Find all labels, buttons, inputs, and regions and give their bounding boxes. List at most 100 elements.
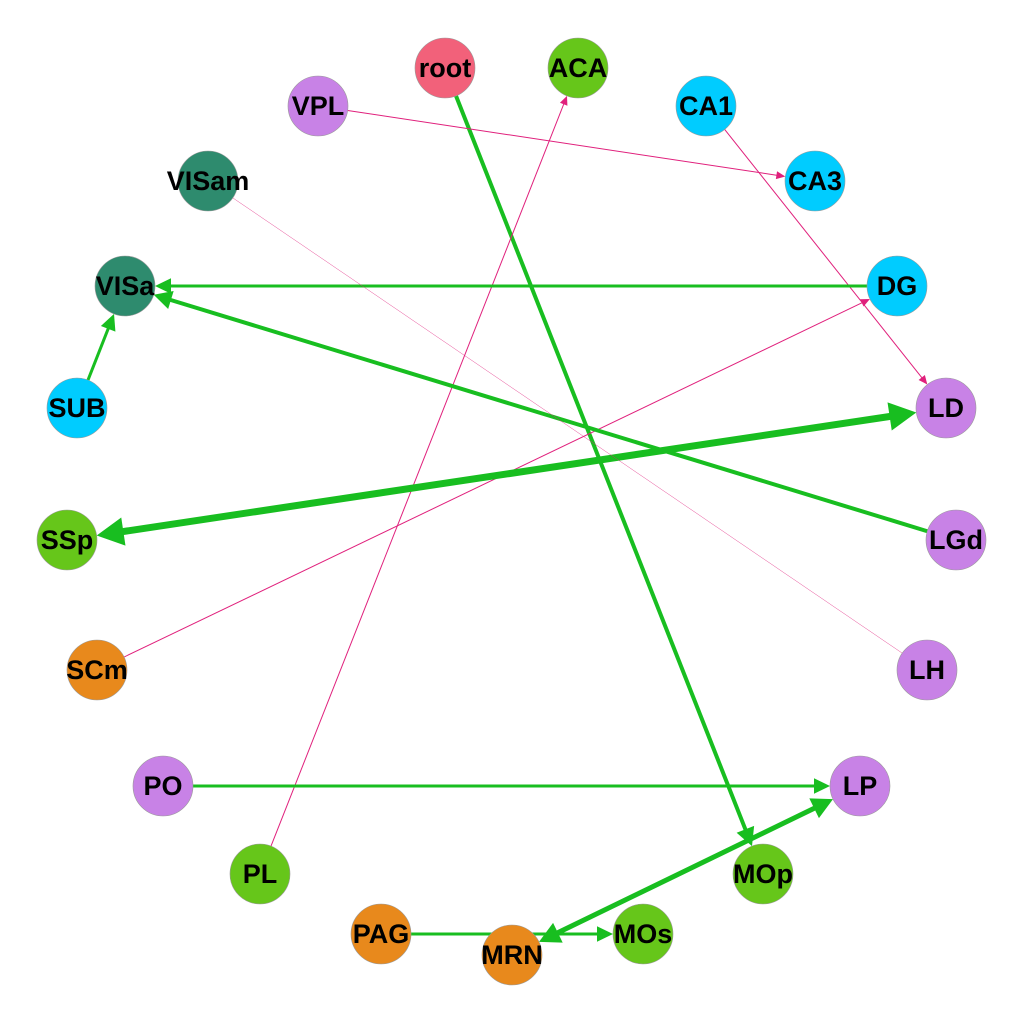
edge-SSp-LD [96,402,917,546]
arrowhead [597,926,613,942]
edge-LGd-VISa [153,291,928,534]
node-circle [350,903,412,965]
node-LGd: LGd [925,509,987,571]
node-circle [547,37,609,99]
edge-line [123,301,864,658]
node-circle [896,639,958,701]
arrowhead [153,291,174,310]
node-label: SCm [66,655,128,685]
arrowhead [860,298,870,307]
arrowhead [559,95,568,106]
node-SSp: SSp [36,509,98,571]
edge-line [232,197,903,654]
node-CA3: CA3 [784,150,846,212]
node-MRN: MRN [481,924,543,986]
node-PAG: PAG [350,903,412,965]
node-VPL: VPL [287,75,349,137]
node-CA1: CA1 [675,75,737,137]
node-SCm: SCm [66,639,128,701]
edge-line [553,804,819,937]
arrowhead [775,171,786,180]
node-MOp: MOp [732,843,794,905]
node-label: DG [877,271,918,301]
edge-line [454,95,749,834]
node-LD: LD [915,377,977,439]
node-circle [66,639,128,701]
node-circle [866,255,928,317]
node-circle [915,377,977,439]
node-label: VISam [167,166,250,196]
node-label: PL [243,859,278,889]
node-circle [925,509,987,571]
node-circle [287,75,349,137]
node-label: LH [909,655,945,685]
arrowhead [809,798,834,819]
edge-CA1-LD [724,129,928,385]
edge-DG-VISa [155,278,867,294]
node-label: CA3 [788,166,842,196]
node-VISa: VISa [94,255,156,317]
edge-line [724,129,924,380]
node-label: LP [843,771,878,801]
node-label: SUB [48,393,105,423]
node-PO: PO [132,755,194,817]
node-label: ACA [549,53,608,83]
arrowhead [814,778,830,794]
node-SUB: SUB [46,377,108,439]
arrowhead [100,313,116,332]
node-ACA: ACA [547,37,609,99]
node-label: LGd [929,525,983,555]
node-circle [414,37,476,99]
edge-line [117,412,896,536]
node-circle [46,377,108,439]
node-circle [732,843,794,905]
node-label: MRN [481,940,543,970]
node-label: root [419,53,471,83]
node-circle [675,75,737,137]
edge-SUB-VISa [86,313,116,381]
node-circle [132,755,194,817]
node-label: VPL [292,91,345,121]
node-label: LD [928,393,964,423]
node-PL: PL [229,843,291,905]
arrowhead [96,517,126,546]
node-circle [481,924,543,986]
node-label: VISa [96,271,156,301]
arrowhead [887,402,917,431]
node-label: CA1 [679,91,733,121]
edge-root-MOp [454,95,755,847]
node-VISam: VISam [167,150,250,212]
node-label: PAG [353,919,410,949]
node-LP: LP [829,755,891,817]
arrowhead [155,278,171,294]
node-circle [177,150,239,212]
node-root: root [414,37,476,99]
edge-line [270,102,565,847]
node-circle [36,509,98,571]
node-circle [829,755,891,817]
node-MOs: MOs [612,903,674,965]
edge-VPL-CA3 [347,109,786,180]
node-label: SSp [41,525,94,555]
node-circle [612,903,674,965]
node-label: MOp [733,859,793,889]
edge-PL-ACA [270,95,568,847]
edge-PO-LP [193,778,830,794]
node-label: PO [143,771,182,801]
node-circle [784,150,846,212]
edge-line [166,297,928,534]
edges-layer [86,95,928,943]
node-circle [94,255,156,317]
edge-line [347,109,779,176]
node-DG: DG [866,255,928,317]
edge-SCm-DG [123,298,870,658]
node-circle [229,843,291,905]
nodes-layer: root ACA CA1 CA3 DG LD LGd LH LP MOp MOs MRN PAG PL PO… [36,37,987,986]
node-label: MOs [614,919,673,949]
arrowhead [918,374,928,385]
edge-line [86,325,111,381]
edge-VISam-LH [232,197,903,654]
node-LH: LH [896,639,958,701]
